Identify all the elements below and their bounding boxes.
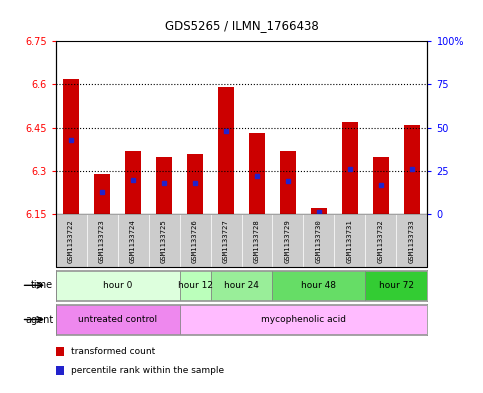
- Text: GSM1133730: GSM1133730: [316, 219, 322, 263]
- Bar: [180, 271, 211, 300]
- Text: GSM1133731: GSM1133731: [347, 219, 353, 263]
- Text: GSM1133728: GSM1133728: [254, 219, 260, 263]
- Bar: [211, 271, 272, 300]
- Text: GSM1133722: GSM1133722: [68, 219, 74, 263]
- Text: GSM1133729: GSM1133729: [285, 219, 291, 263]
- Text: transformed count: transformed count: [71, 347, 156, 356]
- Text: time: time: [31, 280, 53, 290]
- Text: untreated control: untreated control: [78, 315, 157, 324]
- Text: GSM1133733: GSM1133733: [409, 219, 415, 263]
- Bar: [149, 214, 180, 267]
- Bar: [272, 271, 366, 300]
- Bar: [334, 214, 366, 267]
- Bar: [156, 156, 172, 214]
- Bar: [397, 214, 427, 267]
- Bar: [404, 125, 420, 214]
- Text: GSM1133725: GSM1133725: [161, 219, 167, 263]
- Bar: [311, 208, 327, 214]
- Bar: [249, 134, 265, 214]
- Bar: [94, 174, 110, 214]
- Text: hour 12: hour 12: [178, 281, 213, 290]
- Bar: [56, 271, 180, 300]
- Text: mycophenolic acid: mycophenolic acid: [261, 315, 346, 324]
- Text: hour 24: hour 24: [224, 281, 259, 290]
- Text: GSM1133724: GSM1133724: [130, 219, 136, 263]
- Bar: [211, 214, 242, 267]
- Bar: [218, 87, 234, 214]
- Bar: [180, 305, 427, 334]
- Bar: [56, 214, 86, 267]
- Text: hour 48: hour 48: [301, 281, 337, 290]
- Bar: [373, 156, 389, 214]
- Bar: [366, 271, 427, 300]
- Text: GSM1133732: GSM1133732: [378, 219, 384, 263]
- Text: agent: agent: [25, 314, 53, 325]
- Bar: [280, 151, 296, 214]
- Bar: [56, 305, 180, 334]
- Text: hour 0: hour 0: [103, 281, 132, 290]
- Text: GSM1133727: GSM1133727: [223, 219, 229, 263]
- Text: hour 72: hour 72: [379, 281, 414, 290]
- Bar: [242, 214, 272, 267]
- Bar: [342, 122, 358, 214]
- Bar: [187, 154, 203, 214]
- Bar: [366, 214, 397, 267]
- Bar: [86, 214, 117, 267]
- Text: GSM1133723: GSM1133723: [99, 219, 105, 263]
- Bar: [303, 214, 334, 267]
- Bar: [272, 214, 303, 267]
- Bar: [63, 79, 79, 214]
- Text: GDS5265 / ILMN_1766438: GDS5265 / ILMN_1766438: [165, 19, 318, 32]
- Text: GSM1133726: GSM1133726: [192, 219, 198, 263]
- Bar: [125, 151, 141, 214]
- Bar: [117, 214, 149, 267]
- Text: percentile rank within the sample: percentile rank within the sample: [71, 366, 225, 375]
- Bar: [180, 214, 211, 267]
